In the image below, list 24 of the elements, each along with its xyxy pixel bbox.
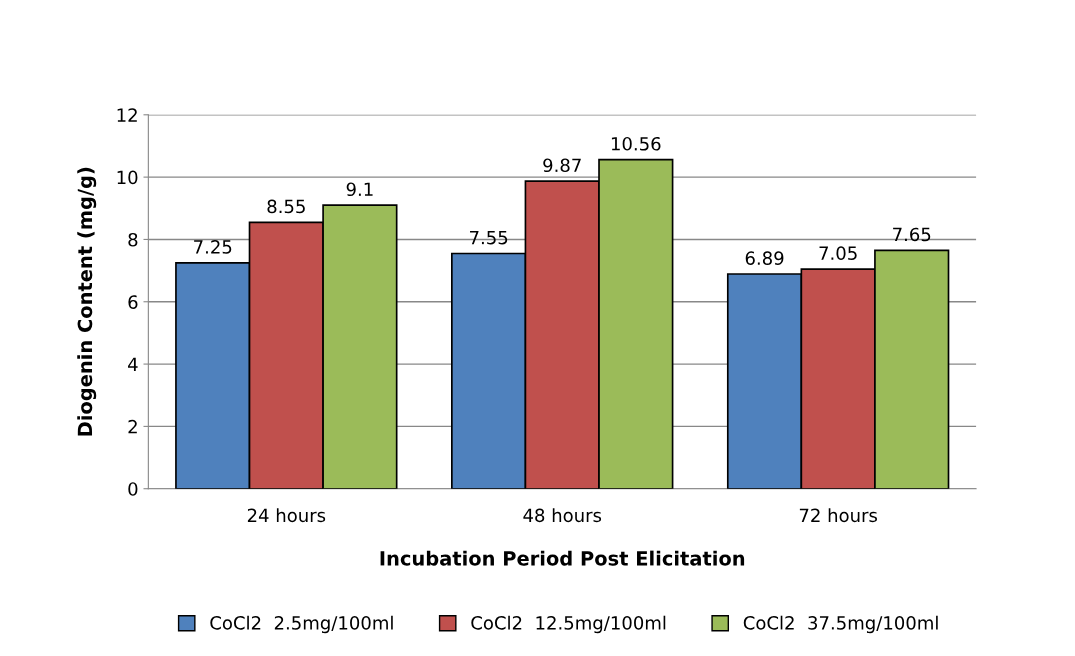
y-tick-label: 0 (128, 482, 138, 496)
x-tick-label: 48 hours (523, 508, 602, 523)
data-label: 10.56 (611, 136, 661, 151)
y-tick-label: 8 (128, 232, 138, 247)
x-tick-label: 24 hours (247, 508, 326, 523)
x-tick-label: 72 hours (799, 508, 877, 523)
y-tick-label: 6 (128, 295, 138, 309)
y-tick-label: 10 (117, 170, 138, 185)
data-label: 9.1 (346, 182, 373, 197)
x-axis-title: Incubation Period Post Elicitation (380, 550, 745, 566)
y-axis-title: Diogenin Content (mg/g) (77, 167, 97, 436)
legend-label: CoCl2 2.5mg/100ml (210, 615, 393, 634)
legend-label: CoCl2 37.5mg/100ml (743, 615, 938, 634)
data-label: 7.25 (194, 240, 232, 254)
legend-label: CoCl2 12.5mg/100ml (471, 615, 666, 634)
data-label: 7.05 (819, 246, 857, 260)
data-label: 8.55 (267, 199, 305, 214)
y-tick-label: 4 (128, 357, 138, 371)
y-tick-label: 12 (117, 108, 137, 122)
data-label: 7.65 (893, 227, 931, 242)
data-label: 7.55 (470, 230, 508, 245)
data-label: 9.87 (543, 158, 581, 173)
y-tick-label: 2 (128, 419, 137, 434)
data-label: 6.89 (745, 251, 784, 265)
